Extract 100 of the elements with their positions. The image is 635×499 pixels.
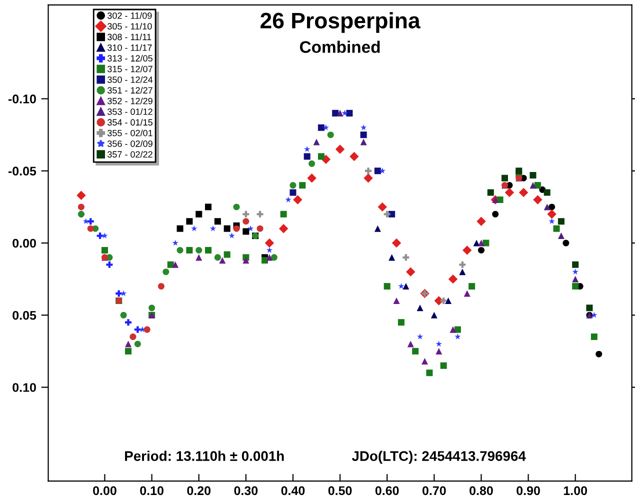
point bbox=[448, 274, 458, 284]
point bbox=[130, 334, 136, 340]
point bbox=[547, 210, 556, 219]
point bbox=[492, 210, 499, 218]
point bbox=[530, 182, 536, 189]
point bbox=[572, 276, 579, 282]
point bbox=[290, 189, 296, 196]
y-tick-label: 0.00 bbox=[12, 238, 36, 248]
legend-label: 350 - 12/24 bbox=[108, 76, 153, 83]
point bbox=[332, 110, 339, 116]
point bbox=[464, 290, 470, 297]
legend-label: 353 - 01/12 bbox=[108, 108, 152, 115]
point bbox=[533, 195, 542, 204]
point bbox=[87, 225, 94, 232]
point bbox=[256, 210, 264, 218]
point bbox=[162, 268, 170, 276]
legend-label: 313 - 12/05 bbox=[108, 54, 152, 62]
point bbox=[365, 168, 372, 174]
point bbox=[290, 182, 296, 189]
point bbox=[440, 297, 447, 304]
point bbox=[378, 202, 388, 212]
point bbox=[504, 188, 514, 198]
point bbox=[562, 240, 570, 246]
point bbox=[299, 182, 306, 189]
legend-label: 310 - 11/17 bbox=[108, 44, 152, 51]
point bbox=[214, 218, 221, 225]
x-tick-label: 0.10 bbox=[140, 486, 164, 496]
point bbox=[210, 225, 216, 232]
point bbox=[307, 173, 316, 183]
point bbox=[214, 254, 221, 261]
point bbox=[304, 146, 310, 152]
point bbox=[553, 225, 560, 232]
point bbox=[313, 138, 320, 146]
point bbox=[421, 358, 428, 365]
point bbox=[264, 238, 274, 248]
point bbox=[242, 228, 250, 235]
point bbox=[436, 348, 442, 354]
point bbox=[534, 182, 541, 189]
point bbox=[233, 225, 240, 232]
point bbox=[379, 168, 386, 174]
point bbox=[228, 232, 235, 238]
point bbox=[468, 283, 476, 290]
point bbox=[342, 110, 348, 116]
point bbox=[308, 160, 316, 167]
point bbox=[256, 225, 264, 232]
x-tick-label: 0.60 bbox=[375, 486, 399, 496]
x-tick-label: 0.70 bbox=[422, 486, 446, 496]
text: Combined bbox=[300, 40, 380, 53]
point bbox=[416, 304, 424, 312]
x-tick-label: 0.50 bbox=[328, 486, 352, 496]
point bbox=[384, 210, 390, 218]
point bbox=[360, 132, 367, 138]
point bbox=[416, 334, 424, 340]
point bbox=[572, 268, 578, 274]
point bbox=[360, 138, 367, 146]
legend-label: 354 - 01/15 bbox=[108, 118, 152, 126]
point bbox=[496, 196, 504, 203]
point bbox=[248, 225, 254, 232]
point bbox=[487, 189, 494, 196]
x-tick-label: 0.20 bbox=[187, 486, 211, 496]
point bbox=[278, 224, 288, 234]
legend-label: 352 - 12/29 bbox=[108, 98, 152, 104]
point bbox=[335, 144, 345, 154]
point bbox=[120, 290, 127, 296]
point bbox=[186, 218, 193, 225]
point bbox=[134, 340, 141, 348]
point bbox=[596, 350, 602, 358]
point bbox=[572, 283, 579, 290]
point bbox=[459, 261, 466, 268]
point bbox=[186, 246, 193, 254]
x-tick-label: 0.40 bbox=[281, 486, 305, 496]
point bbox=[398, 319, 404, 326]
point bbox=[318, 124, 324, 131]
point bbox=[586, 304, 593, 312]
point bbox=[346, 110, 353, 116]
point bbox=[96, 232, 104, 240]
point bbox=[196, 210, 202, 218]
point bbox=[436, 340, 442, 347]
point bbox=[196, 254, 202, 261]
y-tick-label: 0.05 bbox=[12, 310, 36, 320]
point bbox=[392, 238, 402, 248]
point bbox=[106, 261, 113, 268]
point bbox=[374, 168, 381, 174]
point bbox=[558, 218, 564, 225]
point bbox=[548, 204, 556, 210]
point bbox=[407, 340, 414, 348]
point bbox=[430, 312, 438, 318]
legend-label: 308 - 11/11 bbox=[108, 34, 152, 40]
point bbox=[242, 210, 250, 218]
point bbox=[336, 110, 344, 116]
point bbox=[167, 261, 174, 268]
point bbox=[134, 326, 141, 333]
point bbox=[78, 204, 84, 210]
point bbox=[360, 124, 367, 130]
point bbox=[591, 312, 598, 318]
point bbox=[374, 225, 381, 232]
point bbox=[426, 370, 433, 376]
point bbox=[406, 267, 416, 276]
x-tick-label: 0.80 bbox=[470, 486, 493, 496]
point bbox=[388, 254, 396, 261]
